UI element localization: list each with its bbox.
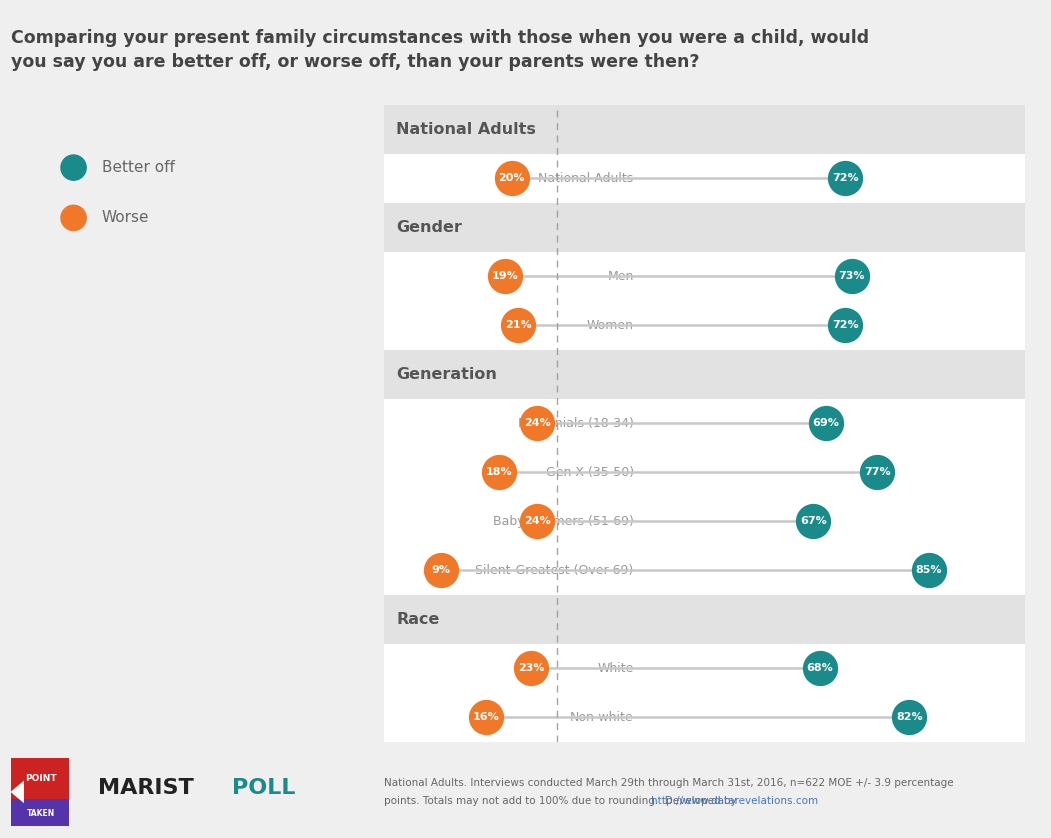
Text: 9%: 9%	[432, 565, 451, 575]
Text: 67%: 67%	[800, 516, 826, 526]
Bar	[384, 546, 1025, 595]
Bar	[384, 349, 1025, 399]
Point	[510, 318, 527, 332]
Bar	[11, 799, 69, 826]
Point	[529, 416, 545, 430]
Bar	[384, 447, 1025, 497]
Text: TAKEN: TAKEN	[26, 809, 55, 818]
Bar	[384, 153, 1025, 203]
Bar	[384, 644, 1025, 693]
Point	[478, 711, 495, 724]
Text: 82%: 82%	[897, 712, 923, 722]
Text: 68%: 68%	[806, 663, 833, 673]
Point	[818, 416, 834, 430]
Text: White: White	[597, 662, 634, 675]
Text: 23%: 23%	[518, 663, 544, 673]
Point	[921, 563, 937, 577]
Point	[837, 318, 853, 332]
Text: National Adults: National Adults	[538, 172, 634, 184]
Text: Race: Race	[396, 612, 439, 627]
Point	[529, 515, 545, 528]
Text: Gen X (35-50): Gen X (35-50)	[545, 466, 634, 478]
Bar	[384, 251, 1025, 301]
Point	[843, 270, 860, 283]
Polygon shape	[11, 781, 24, 803]
Text: 16%: 16%	[473, 712, 499, 722]
Text: Men: Men	[607, 270, 634, 282]
Text: POLL: POLL	[232, 779, 296, 798]
Point	[522, 661, 539, 675]
Bar	[384, 595, 1025, 644]
Point	[811, 661, 828, 675]
Text: 18%: 18%	[486, 467, 512, 477]
Text: Gender: Gender	[396, 220, 462, 235]
Text: 21%: 21%	[504, 320, 532, 330]
Point	[491, 465, 508, 478]
Bar	[384, 399, 1025, 447]
Text: http://www.datarevelations.com: http://www.datarevelations.com	[651, 796, 818, 806]
Bar	[384, 497, 1025, 546]
Text: Worse: Worse	[102, 210, 149, 225]
Point	[503, 172, 520, 185]
Text: Better off: Better off	[102, 160, 174, 175]
Point	[497, 270, 514, 283]
Text: MARIST: MARIST	[98, 779, 193, 798]
Text: points. Totals may not add to 100% due to rounding.  Developed by: points. Totals may not add to 100% due t…	[384, 796, 740, 806]
Point	[805, 515, 822, 528]
Point	[901, 711, 918, 724]
Bar	[384, 693, 1025, 742]
Text: POINT: POINT	[25, 773, 57, 783]
Text: Baby Boomers (51-69): Baby Boomers (51-69)	[493, 515, 634, 528]
Point	[869, 465, 886, 478]
Point	[837, 172, 853, 185]
Bar	[384, 301, 1025, 349]
Text: Millennials (18-34): Millennials (18-34)	[518, 416, 634, 430]
Text: Silent-Greatest (Over 69): Silent-Greatest (Over 69)	[475, 564, 634, 577]
Text: 73%: 73%	[839, 272, 865, 282]
Bar	[11, 758, 69, 826]
Text: 24%: 24%	[524, 418, 551, 428]
Text: National Adults: National Adults	[396, 122, 536, 137]
Point	[433, 563, 450, 577]
Text: Non-white: Non-white	[570, 711, 634, 724]
Text: 19%: 19%	[492, 272, 519, 282]
Text: 72%: 72%	[832, 320, 859, 330]
Text: National Adults. Interviews conducted March 29th through March 31st, 2016, n=622: National Adults. Interviews conducted Ma…	[384, 778, 953, 788]
Text: Generation: Generation	[396, 367, 497, 381]
Text: 24%: 24%	[524, 516, 551, 526]
Text: 85%: 85%	[915, 565, 942, 575]
Text: 69%: 69%	[812, 418, 840, 428]
Text: 72%: 72%	[832, 173, 859, 184]
Bar	[384, 105, 1025, 153]
Text: Comparing your present family circumstances with those when you were a child, wo: Comparing your present family circumstan…	[11, 29, 868, 71]
Text: 77%: 77%	[864, 467, 890, 477]
Bar	[384, 203, 1025, 251]
Text: 20%: 20%	[498, 173, 526, 184]
Text: Women: Women	[586, 318, 634, 332]
